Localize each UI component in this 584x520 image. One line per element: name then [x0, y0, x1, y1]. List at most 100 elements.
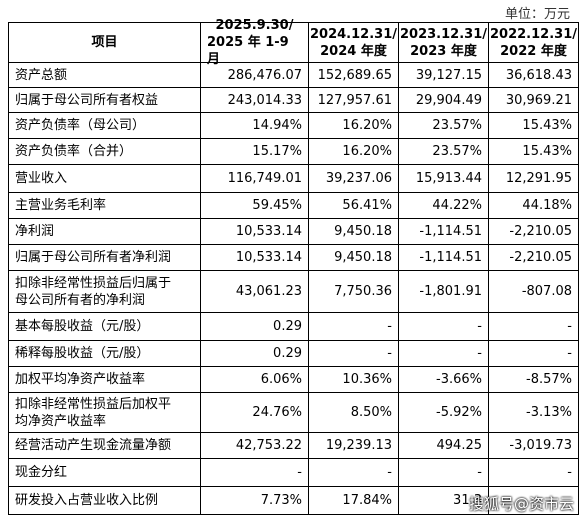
value-text: -	[297, 465, 302, 480]
value-text: 7,750.36	[334, 284, 392, 299]
value-text: 56.41%	[342, 198, 392, 213]
value-text: 15.43%	[522, 144, 572, 159]
row-label: 归属于母公司所有者权益	[8, 87, 201, 113]
value-cell: 23.57%	[398, 138, 489, 165]
value-cell: 12,291.95	[488, 164, 579, 193]
value-cell: 7,750.36	[308, 270, 399, 313]
header-text: 2023.12.31/	[400, 26, 487, 42]
value-text: -	[387, 319, 392, 334]
value-text: -	[477, 346, 482, 361]
value-cell: 24.76%	[200, 392, 309, 433]
value-text: 10,533.14	[235, 224, 302, 239]
value-text: 286,476.07	[227, 67, 302, 83]
value-cell: 17.84%	[308, 486, 399, 515]
value-text: 23.57%	[432, 118, 482, 133]
row-label-text: 基本每股收益（元/股）	[15, 319, 150, 334]
row-label-text: 加权平均净资产收益率	[15, 372, 146, 387]
value-cell: -1,801.91	[398, 270, 489, 313]
value-text: 44.18%	[522, 198, 572, 213]
row-label-text: 归属于母公司所有者净利润	[15, 250, 172, 265]
value-text: 12,291.95	[505, 171, 572, 186]
row-label: 稀释每股收益（元/股）	[8, 340, 201, 367]
value-text: -2,210.05	[509, 224, 572, 239]
value-text: 243,014.33	[227, 92, 302, 108]
value-text: 59.45%	[252, 198, 302, 213]
value-text: 9,450.18	[334, 250, 392, 265]
value-text: -	[477, 465, 482, 480]
value-cell: -	[398, 312, 489, 341]
value-cell: -2,210.05	[488, 218, 579, 245]
value-cell: 9,450.18	[308, 244, 399, 271]
value-cell: 7.73%	[200, 486, 309, 515]
value-text: 19,239.13	[325, 438, 392, 453]
row-label-text: 稀释每股收益（元/股）	[15, 346, 150, 361]
value-text: 9,450.18	[334, 224, 392, 239]
value-cell: 39,237.06	[308, 164, 399, 193]
header-text: 2024.12.31/	[310, 26, 397, 42]
value-text: 30,969.21	[505, 92, 572, 108]
header-text: 2025.9.30/	[215, 18, 294, 33]
row-label-text: 资产总额	[15, 67, 68, 83]
value-cell: 14.94%	[200, 112, 309, 139]
value-text: -	[387, 346, 392, 361]
value-text: 152,689.65	[317, 67, 392, 83]
value-text: -	[567, 465, 572, 480]
value-cell: -	[308, 312, 399, 341]
value-cell: 10,533.14	[200, 218, 309, 245]
value-cell: -1,114.51	[398, 244, 489, 271]
row-label-text: 资产负债率（母公司）	[15, 118, 146, 133]
row-label: 研发投入占营业收入比例	[8, 486, 201, 515]
value-cell: 44.22%	[398, 192, 489, 219]
header-cell: 2024.12.31/2024 年度	[308, 22, 399, 63]
value-cell: 286,476.07	[200, 62, 309, 88]
value-cell: 56.41%	[308, 192, 399, 219]
value-text: 44.22%	[432, 198, 482, 213]
watermark: 搜狐号@资市云	[468, 495, 574, 513]
value-cell: 59.45%	[200, 192, 309, 219]
value-cell: -	[488, 340, 579, 367]
value-cell: -	[398, 458, 489, 487]
row-label-text: 营业收入	[15, 171, 68, 186]
value-text: -2,210.05	[509, 250, 572, 265]
value-text: 0.29	[273, 319, 302, 334]
value-text: 10,533.14	[235, 250, 302, 265]
value-text: 14.94%	[252, 118, 302, 133]
value-cell: 15,913.44	[398, 164, 489, 193]
header-text: 2024 年度	[320, 43, 387, 59]
row-label-text: 净利润	[15, 224, 55, 239]
value-cell: -807.08	[488, 270, 579, 313]
row-label: 营业收入	[8, 164, 201, 193]
row-label: 资产总额	[8, 62, 201, 88]
row-label: 主营业务毛利率	[8, 192, 201, 219]
value-text: -807.08	[521, 284, 572, 299]
value-cell: 16.20%	[308, 112, 399, 139]
value-cell: 0.29	[200, 340, 309, 367]
header-text: 2023 年度	[410, 43, 477, 59]
row-label: 现金分红	[8, 458, 201, 487]
value-text: 15,913.44	[415, 171, 482, 186]
value-cell: 152,689.65	[308, 62, 399, 88]
row-label: 资产负债率（母公司）	[8, 112, 201, 139]
value-cell: 15.43%	[488, 138, 579, 165]
value-cell: 0.29	[200, 312, 309, 341]
value-cell: -3.13%	[488, 392, 579, 433]
value-text: -3.66%	[436, 372, 482, 387]
value-text: 36,618.43	[505, 67, 572, 83]
row-label-text: 母公司所有者的净利润	[15, 292, 146, 308]
value-cell: 43,061.23	[200, 270, 309, 313]
value-cell: 9,450.18	[308, 218, 399, 245]
header-text: 2022 年度	[500, 43, 567, 59]
value-cell: 44.18%	[488, 192, 579, 219]
value-cell: -8.57%	[488, 366, 579, 393]
value-cell: 8.50%	[308, 392, 399, 433]
value-text: 7.73%	[260, 493, 302, 508]
row-label: 加权平均净资产收益率	[8, 366, 201, 393]
row-label-text: 均净资产收益率	[15, 413, 107, 429]
value-cell: 10,533.14	[200, 244, 309, 271]
value-cell: 6.06%	[200, 366, 309, 393]
row-label-text: 扣除非经常性损益后归属于	[15, 275, 172, 291]
value-text: 8.50%	[350, 405, 392, 420]
value-cell: 19,239.13	[308, 432, 399, 459]
value-cell: 15.43%	[488, 112, 579, 139]
